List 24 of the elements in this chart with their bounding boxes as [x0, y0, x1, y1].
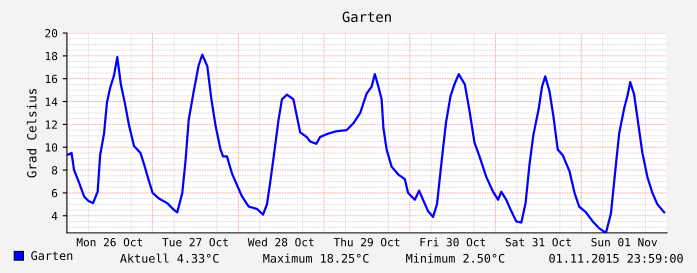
x-tick-label: Thu 29 Oct [334, 238, 400, 246]
text: Aktuell 4.33°C [120, 254, 218, 263]
chart-title: Garten [342, 12, 391, 22]
x-tick-label: Sat 31 Oct [506, 238, 571, 246]
y-axis-title: Grad Celsius [26, 89, 37, 178]
y-tick-label: 6 [52, 188, 58, 198]
y-tick-label: 14 [46, 98, 58, 106]
x-tick-label: Sun 01 Nov [591, 238, 658, 246]
x-tick-label: Fri 30 Oct [420, 238, 486, 246]
y-tick-label: 8 [52, 166, 58, 174]
y-tick-label: 4 [52, 212, 58, 220]
y-tick-label: 20 [45, 29, 58, 38]
y-tick-label: 10 [46, 143, 58, 152]
text: 01.11.2015 23:59:00 [549, 254, 683, 263]
y-tick-label: 16 [46, 74, 58, 84]
x-tick-label: Mon 26 Oct [76, 238, 142, 246]
x-tick-label: Tue 27 Oct [162, 238, 228, 246]
x-tick-label: Wed 28 Oct [248, 238, 314, 246]
y-tick-label: 12 [46, 120, 57, 129]
legend-label: Garten [31, 251, 72, 260]
text: Maximum 18.25°C [263, 254, 368, 263]
line-series [66, 54, 666, 233]
y-tick-label: 18 [46, 52, 58, 60]
text: Minimum 2.50°C [406, 254, 504, 263]
